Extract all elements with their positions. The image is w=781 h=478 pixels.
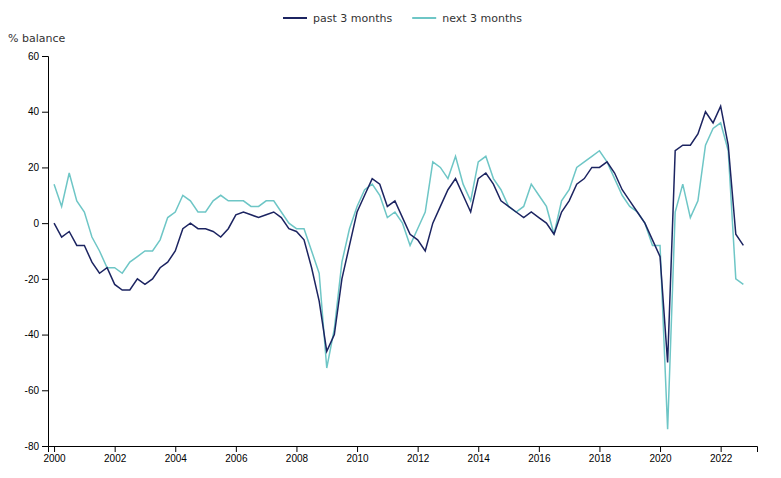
chart: 2000 2002 2004 2006 2008 2010 2012 2014 2016 2018… (0, 0, 781, 478)
tick-mark (296, 446, 297, 452)
tick: 2012 (407, 446, 430, 464)
tick-mark (54, 446, 55, 452)
tick-mark (42, 56, 48, 57)
legend-item: next 3 months (412, 12, 522, 25)
tick-mark (478, 446, 479, 452)
tick-mark (115, 446, 116, 452)
tick-mark (42, 223, 48, 224)
series-line (54, 123, 743, 429)
tick-label: -60 (25, 385, 40, 396)
tick-label: 2018 (589, 453, 612, 464)
tick: 2000 (43, 446, 66, 464)
tick: 2014 (468, 446, 491, 464)
legend-item: past 3 months (283, 12, 392, 25)
tick-mark (357, 446, 358, 452)
legend-label: past 3 months (313, 12, 392, 25)
tick-label: 2002 (104, 453, 127, 464)
tick-label: 2014 (468, 453, 491, 464)
tick: 2010 (346, 446, 369, 464)
tick-label: -40 (25, 329, 40, 340)
tick-label: 2000 (43, 453, 66, 464)
tick-mark (418, 446, 419, 452)
tick-label: 2016 (528, 453, 551, 464)
tick-mark (42, 390, 48, 391)
tick-label: 40 (28, 106, 40, 117)
lines (54, 106, 743, 429)
tick: 2004 (165, 446, 188, 464)
tick-label: -80 (25, 441, 40, 452)
tick-label: -20 (25, 274, 40, 285)
tick-mark (539, 446, 540, 452)
x-axis: 2000 2002 2004 2006 2008 2010 2012 2014 2016 2018… (43, 446, 757, 464)
tick: 2006 (225, 446, 248, 464)
legend-swatch (412, 17, 436, 19)
tick-label: 2020 (649, 453, 672, 464)
tick-label: 2022 (710, 453, 733, 464)
tick-mark (42, 279, 48, 280)
tick-mark (660, 446, 661, 452)
tick: 2016 (528, 446, 551, 464)
legend-swatch (283, 17, 307, 19)
tick-label: 0 (33, 218, 39, 229)
tick-mark (721, 446, 722, 452)
tick-mark (175, 446, 176, 452)
tick: 2022 (710, 446, 733, 464)
y-axis-title: % balance (8, 32, 65, 45)
tick-label: 60 (28, 51, 40, 62)
tick-mark (236, 446, 237, 452)
tick: 0 (33, 218, 48, 229)
tick: 2002 (104, 446, 127, 464)
series-line (54, 106, 743, 362)
tick-label: 2010 (346, 453, 369, 464)
tick-label: 2008 (286, 453, 309, 464)
tick: -40 (25, 329, 48, 340)
y-axis: -80 -60 -40 -20 0 20 40 60 (25, 51, 49, 452)
legend-label: next 3 months (442, 12, 522, 25)
tick-mark (42, 446, 48, 447)
tick-mark (42, 335, 48, 336)
tick-label: 2004 (165, 453, 188, 464)
tick-mark (599, 446, 600, 452)
tick-label: 20 (28, 162, 40, 173)
tick-mark (42, 112, 48, 113)
tick: 2018 (589, 446, 612, 464)
legend: past 3 months next 3 months (283, 12, 522, 25)
tick: 2020 (649, 446, 672, 464)
tick: -80 (25, 441, 48, 452)
tick-label: 2006 (225, 453, 248, 464)
axis-line (49, 447, 758, 453)
tick-label: 2012 (407, 453, 430, 464)
tick: -60 (25, 385, 48, 396)
tick: 40 (28, 106, 48, 117)
tick: -20 (25, 274, 48, 285)
tick: 60 (28, 51, 48, 62)
axis-line (42, 57, 49, 447)
tick-mark (42, 167, 48, 168)
plot: 2000 2002 2004 2006 2008 2010 2012 2014 2016 2018… (25, 51, 758, 464)
tick: 20 (28, 162, 48, 173)
tick: 2008 (286, 446, 309, 464)
